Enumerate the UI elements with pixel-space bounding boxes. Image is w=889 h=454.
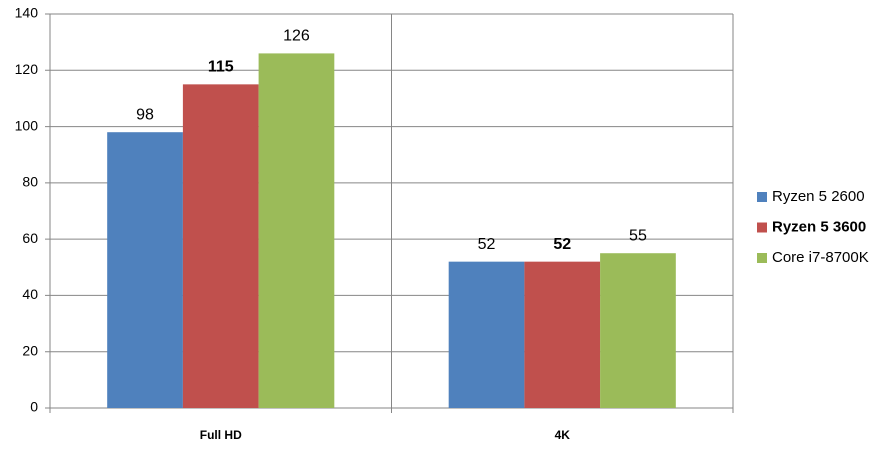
bar <box>107 132 183 408</box>
bar <box>258 53 335 409</box>
legend-swatch <box>757 192 767 202</box>
y-tick-label: 20 <box>22 342 38 358</box>
bar <box>182 84 259 408</box>
bar <box>448 261 525 408</box>
legend-swatch <box>757 253 767 263</box>
value-label: 115 <box>208 59 234 76</box>
x-tick-label: 4K <box>555 428 571 442</box>
y-tick-label: 80 <box>22 174 38 190</box>
y-tick-label: 100 <box>15 117 39 133</box>
bar <box>600 253 676 408</box>
y-tick-label: 0 <box>30 399 38 415</box>
y-tick-label: 40 <box>22 286 38 302</box>
y-tick-label: 120 <box>15 61 39 77</box>
bar <box>524 261 601 408</box>
legend-label: Ryzen 5 2600 <box>772 188 865 205</box>
legend-label: Ryzen 5 3600 <box>772 218 866 235</box>
value-label: 55 <box>629 227 647 244</box>
value-label: 98 <box>136 106 154 123</box>
value-label: 52 <box>553 236 571 253</box>
x-tick-label: Full HD <box>200 428 242 442</box>
value-label: 126 <box>283 28 310 45</box>
legend-swatch <box>757 222 767 233</box>
legend-label: Core i7-8700K <box>772 249 869 266</box>
value-label: 52 <box>478 236 496 253</box>
y-tick-label: 140 <box>15 5 39 21</box>
y-tick-label: 60 <box>22 230 38 246</box>
